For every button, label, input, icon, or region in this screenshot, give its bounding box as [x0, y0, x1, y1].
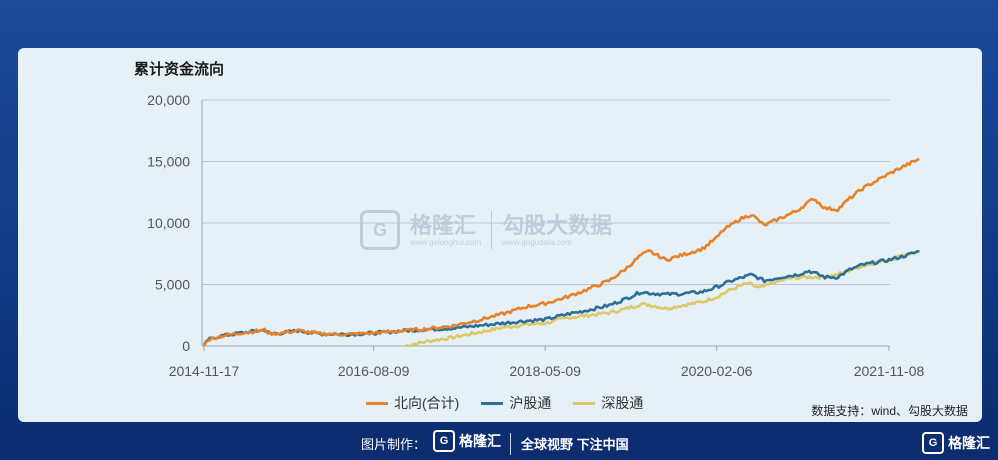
x-tick-label: 2018-05-09 [509, 363, 581, 379]
y-tick-label: 10,000 [147, 215, 190, 231]
footer-brand-name: 格隆汇 [459, 433, 501, 449]
legend-swatch-northbound [366, 401, 388, 405]
data-source-note: 数据支持：wind、勾股大数据 [811, 404, 968, 418]
legend-label-shanghai-connect: 沪股通 [509, 395, 552, 411]
watermark-brand-1-url: www.gelonghui.com [410, 237, 482, 247]
watermark-brand-2-name: 勾股大数据 [502, 212, 613, 238]
chart-legend: 北向(合计) 沪股通 深股通 [366, 393, 643, 413]
x-tick-label: 2020-02-06 [681, 363, 753, 379]
y-tick-label: 0 [182, 338, 190, 354]
y-tick-label: 20,000 [147, 92, 190, 108]
corner-brand-name: 格隆汇 [948, 435, 990, 451]
footer-bar: 图片制作： G 格隆汇 全球视野 下注中国 [0, 428, 998, 460]
footer-logo: G 格隆汇 [433, 430, 501, 452]
legend-item-northbound[interactable]: 北向(合计) [366, 393, 459, 413]
legend-label-shenzhen-connect: 深股通 [601, 395, 644, 411]
legend-item-shanghai-connect[interactable]: 沪股通 [481, 393, 551, 413]
footer-credit-label: 图片制作： [361, 437, 427, 452]
series-line-0 [202, 157, 920, 347]
watermark-brand-2: 勾股大数据 www.gogudata.com [502, 212, 613, 247]
legend-swatch-shenzhen-connect [573, 401, 596, 405]
legend-item-shenzhen-connect[interactable]: 深股通 [573, 393, 643, 413]
corner-logo: G 格隆汇 [922, 432, 990, 454]
chart-grid [202, 99, 890, 347]
chart-card [18, 48, 982, 422]
legend-swatch-shanghai-connect [481, 401, 504, 405]
watermark-divider [491, 211, 493, 249]
footer-slogan: 全球视野 下注中国 [521, 437, 629, 452]
chart-axes: 0 5,000 10,000 15,000 20,000 2014-11-17 2016-0… [147, 92, 924, 379]
legend-label-northbound: 北向(合计) [394, 395, 460, 411]
x-tick-label: 2014-11-17 [169, 363, 240, 379]
watermark-logo-icon: G [360, 210, 400, 250]
chart-title: 累计资金流向 [134, 61, 225, 78]
y-tick-label: 5,000 [155, 277, 190, 293]
footer-divider [510, 433, 511, 455]
corner-logo-icon: G [922, 432, 944, 454]
x-tick-label: 2021-11-08 [854, 363, 925, 379]
watermark-brand-2-url: www.gogudata.com [502, 237, 572, 247]
watermark: G 格隆汇 www.gelonghui.com 勾股大数据 www.goguda… [360, 210, 612, 250]
chart-series [202, 157, 920, 348]
gelonghui-logo-icon: G [433, 430, 455, 452]
watermark-brand-1-name: 格隆汇 [410, 212, 477, 238]
series-line-2 [405, 250, 920, 348]
watermark-brand-1: 格隆汇 www.gelonghui.com [410, 212, 482, 247]
x-tick-label: 2016-08-09 [338, 363, 410, 379]
y-tick-label: 15,000 [147, 154, 190, 170]
